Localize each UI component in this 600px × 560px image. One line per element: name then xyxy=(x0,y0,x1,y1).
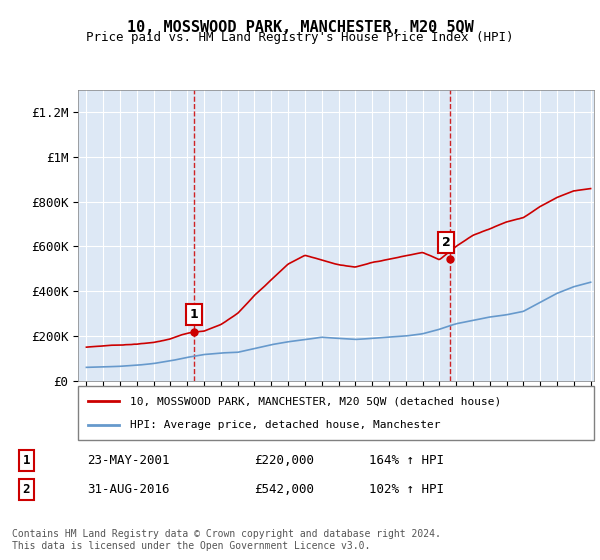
Text: 164% ↑ HPI: 164% ↑ HPI xyxy=(369,454,444,467)
Text: 31-AUG-2016: 31-AUG-2016 xyxy=(87,483,169,496)
Text: Price paid vs. HM Land Registry's House Price Index (HPI): Price paid vs. HM Land Registry's House … xyxy=(86,31,514,44)
Text: 1: 1 xyxy=(23,454,30,467)
Text: HPI: Average price, detached house, Manchester: HPI: Average price, detached house, Manc… xyxy=(130,419,440,430)
Text: Contains HM Land Registry data © Crown copyright and database right 2024.
This d: Contains HM Land Registry data © Crown c… xyxy=(12,529,441,551)
Text: 2: 2 xyxy=(23,483,30,496)
Text: 10, MOSSWOOD PARK, MANCHESTER, M20 5QW: 10, MOSSWOOD PARK, MANCHESTER, M20 5QW xyxy=(127,20,473,35)
Text: £542,000: £542,000 xyxy=(254,483,314,496)
Text: £220,000: £220,000 xyxy=(254,454,314,467)
Text: 102% ↑ HPI: 102% ↑ HPI xyxy=(369,483,444,496)
Text: 1: 1 xyxy=(190,308,199,321)
Text: 10, MOSSWOOD PARK, MANCHESTER, M20 5QW (detached house): 10, MOSSWOOD PARK, MANCHESTER, M20 5QW (… xyxy=(130,396,501,407)
FancyBboxPatch shape xyxy=(78,386,594,440)
Text: 23-MAY-2001: 23-MAY-2001 xyxy=(87,454,169,467)
Text: 2: 2 xyxy=(442,236,451,249)
